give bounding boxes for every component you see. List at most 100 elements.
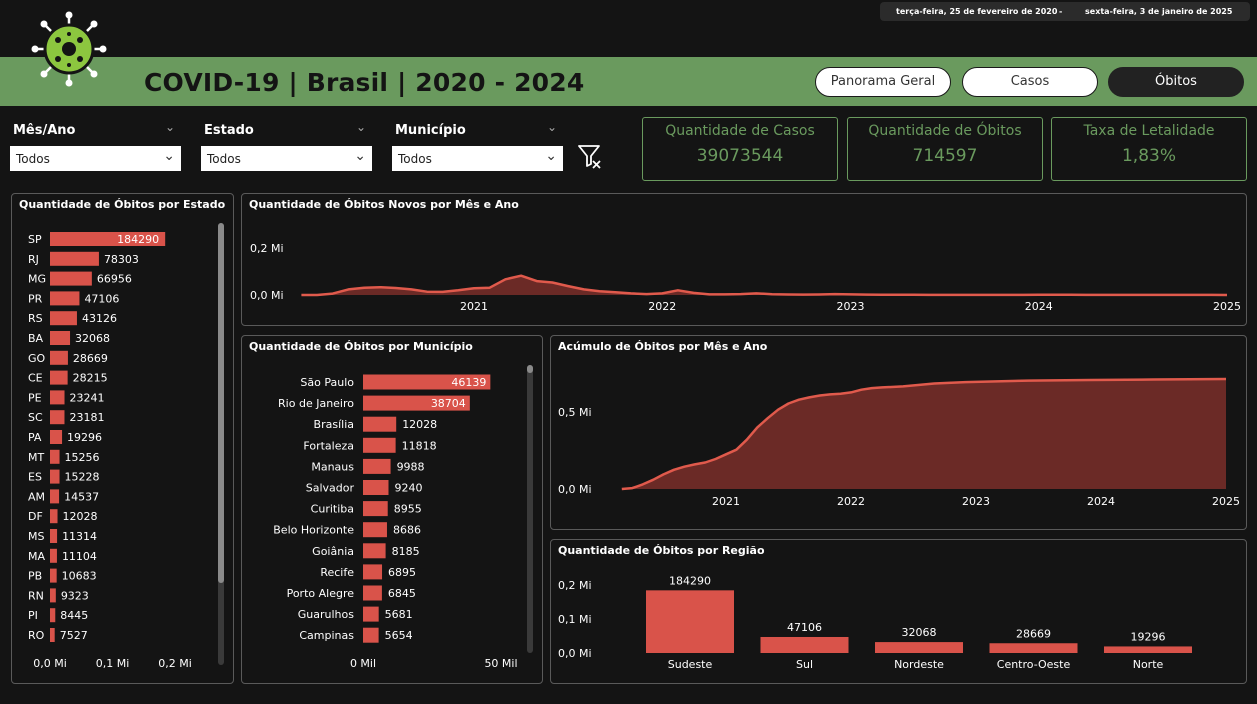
category-label: Belo Horizonte: [273, 524, 354, 537]
data-label: 47106: [84, 292, 119, 305]
bar: [50, 548, 57, 563]
category-label: Sul: [796, 658, 813, 671]
category-label: PA: [28, 431, 42, 444]
date-separator: -: [1059, 7, 1063, 16]
bar: [50, 529, 58, 543]
series-line: [621, 377, 1227, 491]
filter-select-mes-ano[interactable]: Todos ⌄: [10, 146, 181, 171]
data-label: 32068: [75, 332, 110, 345]
bar: [50, 430, 63, 444]
bar: [1104, 646, 1192, 653]
bar: [50, 390, 65, 405]
kpi-value: 39073544: [696, 146, 784, 166]
bar: [50, 509, 58, 524]
bar: [50, 608, 56, 623]
bar: [50, 568, 57, 583]
y-tick-label: 0,2 Mi: [558, 579, 592, 592]
bar: [50, 251, 99, 266]
filter-select-municipio[interactable]: Todos ⌄: [392, 146, 563, 171]
kpi-label: Taxa de Letalidade: [1083, 123, 1215, 139]
area-fill: [621, 379, 1226, 489]
y-tick-label: 0,0 Mi: [558, 647, 592, 660]
bar: [989, 643, 1078, 653]
category-label: MS: [28, 530, 44, 543]
data-label: 9323: [61, 589, 89, 602]
data-label: 12028: [402, 418, 437, 431]
category-label: São Paulo: [300, 376, 354, 389]
data-label: 7527: [60, 629, 88, 642]
category-label: ES: [28, 471, 42, 484]
category-label: SC: [28, 411, 43, 424]
date-start: terça-feira, 25 de fevereiro de 2020: [896, 7, 1058, 16]
bar: [50, 449, 60, 464]
category-label: PR: [28, 292, 43, 305]
chevron-down-icon[interactable]: ⌄: [165, 120, 176, 134]
data-label: 43126: [82, 312, 117, 325]
kpi-label: Quantidade de Óbitos: [868, 123, 1022, 139]
tab-panorama-geral[interactable]: Panorama Geral: [815, 67, 951, 97]
bar: [50, 370, 68, 385]
filter-label-municipio: Município: [395, 123, 466, 138]
x-tick-label: 2024: [1087, 495, 1115, 508]
chart-obitos-regiao: 0,0 Mi 0,1 Mi 0,2 Mi 184290 Sudeste 47106 Sul 3…: [558, 574, 1192, 671]
y-tick-label: 0,1 Mi: [558, 613, 592, 626]
category-label: Recife: [320, 566, 354, 579]
data-label: 9240: [395, 482, 423, 495]
bar: [50, 271, 92, 286]
data-label: 23181: [69, 411, 104, 424]
date-end: sexta-feira, 3 de janeiro de 2025: [1085, 7, 1233, 16]
data-label: 15228: [65, 471, 100, 484]
category-label: MA: [28, 550, 45, 563]
y-tick-label: 0,0 Mi: [250, 289, 284, 302]
chevron-down-icon[interactable]: ⌄: [547, 120, 558, 134]
clear-filter-icon[interactable]: [578, 144, 602, 170]
data-label: 6895: [388, 566, 416, 579]
tab-obitos[interactable]: Óbitos: [1108, 67, 1244, 97]
category-label: RJ: [28, 253, 39, 266]
category-label: Campinas: [299, 629, 354, 642]
bar: [363, 627, 379, 643]
x-tick-label: 2023: [962, 495, 990, 508]
chart-obitos-municipio: São Paulo 46139 Rio de Janeiro 38704 Brasíli…: [273, 365, 533, 670]
bar: [646, 590, 734, 653]
panel-obitos-municipio: Quantidade de Óbitos por Município São P…: [241, 335, 543, 684]
category-label: PE: [28, 391, 42, 404]
filter-select-estado[interactable]: Todos ⌄: [201, 146, 372, 171]
category-label: Nordeste: [894, 658, 944, 671]
category-label: SP: [28, 233, 42, 246]
bar: [363, 374, 491, 390]
bar: [50, 331, 71, 345]
chevron-down-icon[interactable]: ⌄: [356, 120, 367, 134]
data-label: 9988: [397, 460, 425, 473]
bar: [363, 480, 389, 495]
category-label: Curitiba: [311, 503, 354, 516]
date-range-slicer[interactable]: terça-feira, 25 de fevereiro de 2020 - s…: [880, 2, 1250, 21]
bar: [50, 469, 60, 484]
tab-casos[interactable]: Casos: [962, 67, 1098, 97]
category-label: DF: [28, 510, 43, 523]
bar: [50, 232, 166, 246]
kpi-value: 714597: [912, 146, 978, 166]
x-tick-label: 2023: [837, 300, 865, 313]
bar: [363, 585, 382, 601]
kpi-card-letalidade: Taxa de Letalidade 1,83%: [1051, 117, 1247, 181]
filter-value: Todos: [16, 152, 50, 166]
data-label: 6845: [388, 587, 416, 600]
chevron-down-icon: ⌄: [354, 148, 366, 164]
chevron-down-icon: ⌄: [163, 148, 175, 164]
data-label: 28669: [73, 352, 108, 365]
page-title: COVID-19 | Brasil | 2020 - 2024: [144, 68, 585, 97]
chart-obitos-estado: SP 184290 RJ 78303 MG 66956 PR 47106 RS 43126 BA 32…: [28, 223, 224, 670]
category-label: MG: [28, 273, 46, 286]
panel-obitos-novos: Quantidade de Óbitos Novos por Mês e Ano…: [241, 193, 1247, 326]
data-label: 11314: [62, 530, 97, 543]
category-label: RO: [28, 629, 45, 642]
category-label: RN: [28, 589, 44, 602]
category-label: Porto Alegre: [287, 587, 355, 600]
bar: [50, 489, 60, 504]
category-label: RS: [28, 312, 43, 325]
x-tick-label: 2025: [1212, 495, 1240, 508]
chart-title: Acúmulo de Óbitos por Mês e Ano: [558, 340, 768, 353]
panel-obitos-estado: Quantidade de Óbitos por Estado SP 184290…: [11, 193, 234, 684]
x-tick-label: 0,0 Mi: [33, 657, 67, 670]
